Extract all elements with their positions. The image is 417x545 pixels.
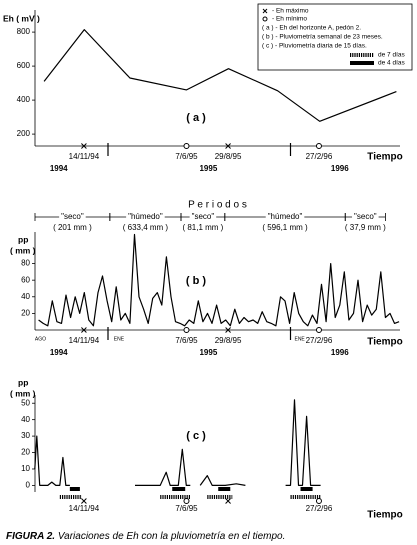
x-axis-label: Tiempo [367, 152, 402, 163]
year-label: 1996 [331, 164, 349, 173]
y-axis-label: ( mm ) [10, 245, 36, 255]
period-name-bg [189, 212, 217, 222]
date-label: 7/6/95 [175, 336, 198, 345]
period-name: "húmedo" [128, 212, 163, 221]
month-label: AGO [35, 336, 46, 342]
y-tick-label: 30 [21, 431, 30, 440]
period-name-bg [126, 212, 165, 222]
period-amount: ( 81,1 mm ) [182, 223, 223, 232]
legend-label: - Eh mínimo [272, 16, 307, 23]
x-axis-label: Tiempo [367, 337, 402, 348]
period-name: "seco" [61, 212, 84, 221]
period-name-bg [265, 212, 305, 222]
date-label: 7/6/95 [175, 152, 198, 161]
date-label: 27/2/96 [306, 152, 333, 161]
y-tick-label: 50 [21, 398, 30, 407]
date-marker [81, 498, 87, 504]
panel-label: ( c ) [186, 430, 206, 442]
period-name: "seco" [192, 212, 215, 221]
data-line [34, 399, 321, 486]
y-tick-label: 20 [21, 448, 30, 457]
data-line [38, 233, 400, 327]
caption-text: Variaciones de Eh con la pluviometría en… [55, 531, 285, 542]
year-label: 1995 [199, 164, 217, 173]
y-tick-label: 200 [17, 129, 31, 138]
legend-label: - Eh máximo [272, 8, 309, 15]
date-label: 29/8/95 [215, 152, 242, 161]
y-axis-label: ( mm ) [10, 388, 36, 398]
periods-title: P e r i o d o s [188, 200, 247, 211]
legend-box [257, 3, 413, 71]
period-name-bg [352, 212, 379, 222]
legend-label: ( c ) - Pluviometría diaria de 15 días. [262, 43, 367, 50]
y-axis-label: pp [18, 377, 28, 387]
date-marker [315, 143, 322, 149]
date-marker [183, 498, 190, 504]
period-amount: ( 633,4 mm ) [123, 223, 169, 232]
period-name: "húmedo" [268, 212, 303, 221]
date-marker [183, 327, 190, 333]
period-amount: ( 201 mm ) [53, 223, 92, 232]
month-label: ENE [294, 336, 305, 342]
legend-label: ( a ) - Eh del horizonte A, pedón 2. [262, 25, 361, 32]
y-tick-label: 10 [21, 464, 30, 473]
date-label: 29/8/95 [215, 336, 242, 345]
year-label: 1994 [50, 348, 68, 357]
date-label: 27/2/96 [306, 336, 333, 345]
date-marker [81, 327, 87, 333]
month-label: ENE [114, 336, 125, 342]
y-tick-label: 60 [21, 275, 30, 284]
date-marker [315, 498, 322, 504]
panel-label: ( b ) [186, 275, 206, 287]
caption-label: FIGURA 2. [6, 531, 55, 542]
caption: FIGURA 2. Variaciones de Eh con la pluvi… [6, 531, 285, 542]
year-label: 1994 [50, 164, 68, 173]
y-axis-label: Eh ( mV ) [3, 13, 40, 23]
period-name-bg [59, 212, 86, 222]
date-marker [225, 143, 231, 149]
y-tick-label: 600 [17, 61, 31, 70]
date-label: 7/6/95 [175, 504, 198, 513]
date-label: 14/11/94 [69, 336, 100, 345]
y-tick-label: 40 [21, 415, 30, 424]
period-amount: ( 37,9 mm ) [345, 223, 386, 232]
year-label: 1995 [199, 348, 217, 357]
y-tick-label: 40 [21, 292, 30, 301]
date-marker [225, 327, 231, 333]
y-tick-label: 20 [21, 308, 30, 317]
date-marker [225, 498, 231, 504]
date-marker [315, 327, 322, 333]
date-label: 27/2/96 [306, 504, 333, 513]
y-tick-label: 800 [17, 27, 31, 36]
x-axis-label: Tiempo [367, 510, 402, 521]
y-tick-label: 0 [26, 481, 31, 490]
date-marker [183, 143, 190, 149]
y-tick-label: 400 [17, 95, 31, 104]
legend-symbol [262, 16, 268, 22]
y-axis-label: pp [18, 234, 28, 244]
date-marker [81, 143, 87, 149]
legend-symbol [262, 8, 268, 14]
legend-label: ( b ) - Pluviometría semanal de 23 meses… [262, 34, 383, 41]
period-amount: ( 596,1 mm ) [262, 223, 308, 232]
year-label: 1996 [331, 348, 349, 357]
period-name: "seco" [354, 212, 377, 221]
data-line [43, 29, 397, 122]
y-tick-label: 80 [21, 259, 30, 268]
date-label: 14/11/94 [69, 504, 100, 513]
legend-label: de 4 días [378, 60, 405, 67]
legend-label: de 7 días [378, 52, 405, 59]
date-label: 14/11/94 [69, 152, 100, 161]
panel-label: ( a ) [186, 112, 206, 124]
